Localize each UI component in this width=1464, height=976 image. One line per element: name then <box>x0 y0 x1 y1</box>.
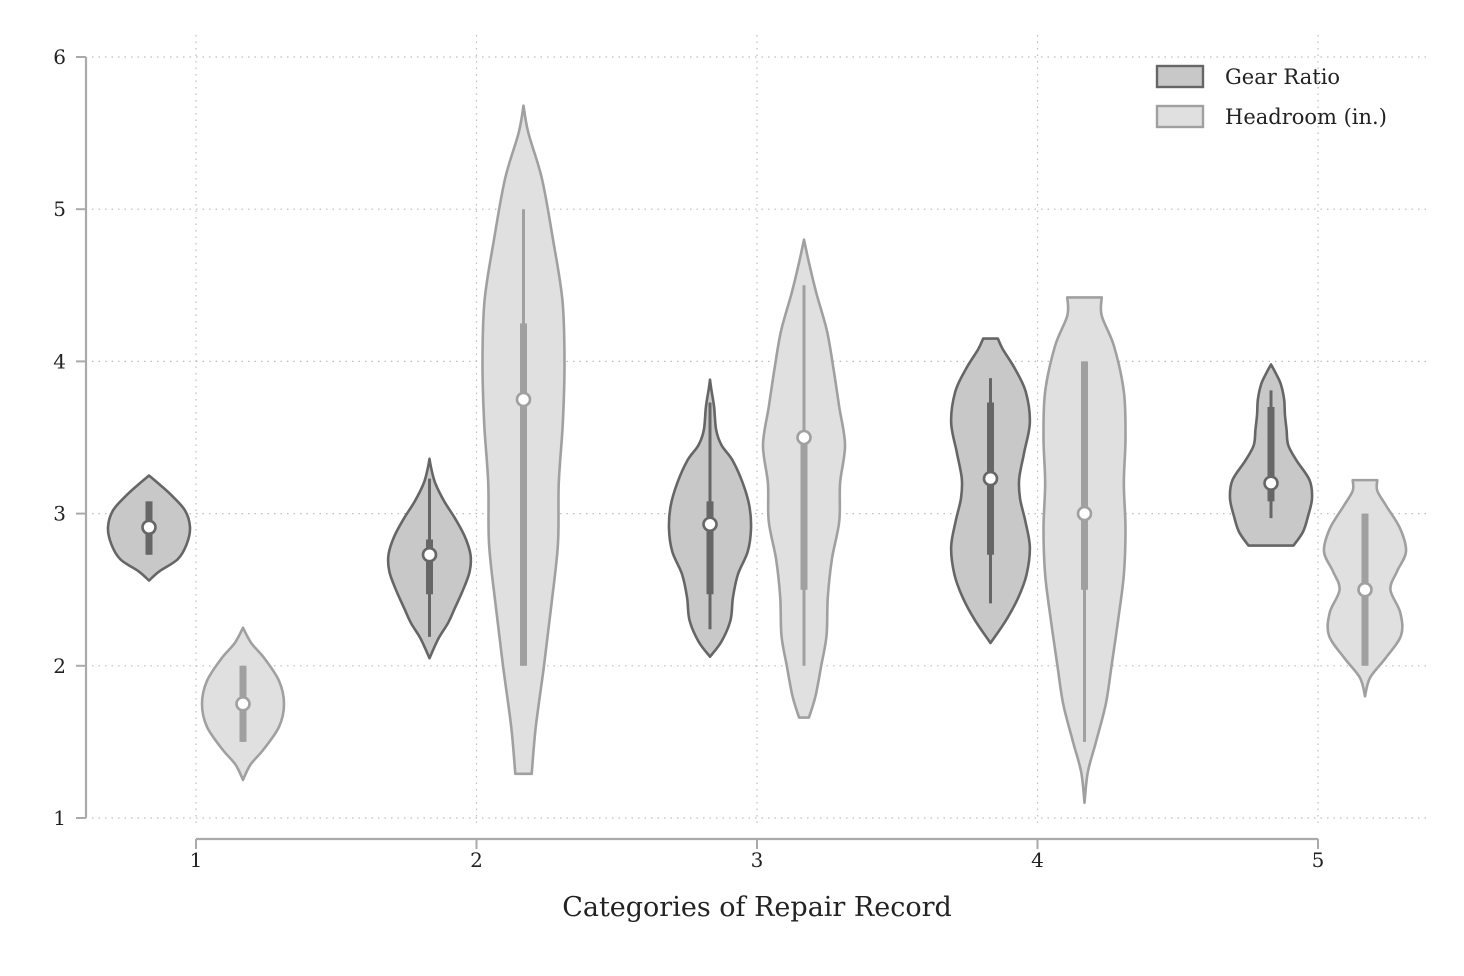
y-tick-label: 2 <box>53 654 66 678</box>
violin-headroom-in--2 <box>481 104 566 776</box>
violin-median-marker <box>1263 475 1279 491</box>
violin-median-marker <box>982 470 999 487</box>
violin-median-marker <box>235 696 251 712</box>
legend-item: Headroom (in.) <box>1155 104 1387 129</box>
violins <box>106 104 1408 805</box>
violin-gear-ratio-2 <box>386 457 473 660</box>
y-tick-label: 3 <box>53 502 66 526</box>
grid-lines <box>92 35 1430 828</box>
violin-gear-ratio-5 <box>1228 363 1314 547</box>
violin-median-marker <box>1357 581 1373 598</box>
violin-gear-ratio-1 <box>106 474 192 582</box>
violin-median-marker <box>141 519 157 536</box>
y-tick-label: 6 <box>53 45 66 69</box>
x-tick-label: 2 <box>470 848 483 872</box>
y-tick-label: 5 <box>53 197 66 221</box>
x-tick-label: 5 <box>1312 848 1325 872</box>
legend-label: Headroom (in.) <box>1225 105 1387 129</box>
legend: Gear Ratio Headroom (in.) <box>1155 64 1387 129</box>
violin-headroom-in--5 <box>1322 478 1408 698</box>
y-tick-label: 4 <box>53 349 66 373</box>
x-tick-label: 1 <box>190 848 203 872</box>
axes: 1 2 3 4 5 6 1 2 3 4 5 <box>53 45 1324 872</box>
x-axis-title: Categories of Repair Record <box>562 892 952 923</box>
violin-median-marker <box>796 429 812 446</box>
violin-gear-ratio-3 <box>667 378 753 658</box>
legend-label: Gear Ratio <box>1225 65 1340 89</box>
violin-median-marker <box>515 391 532 408</box>
violin-median-marker <box>702 516 718 533</box>
y-tick-label: 1 <box>53 806 66 830</box>
x-tick-label: 4 <box>1031 848 1044 872</box>
legend-item: Gear Ratio <box>1155 64 1340 89</box>
violin-gear-ratio-4 <box>949 337 1032 645</box>
legend-swatch <box>1155 104 1205 129</box>
violin-headroom-in--1 <box>200 626 286 782</box>
violin-median-marker <box>421 546 438 563</box>
x-tick-label: 3 <box>751 848 764 872</box>
violin-headroom-in--3 <box>761 238 847 719</box>
legend-swatch <box>1155 64 1205 89</box>
violin-median-marker <box>1076 505 1093 522</box>
violin-headroom-in--4 <box>1042 296 1127 805</box>
